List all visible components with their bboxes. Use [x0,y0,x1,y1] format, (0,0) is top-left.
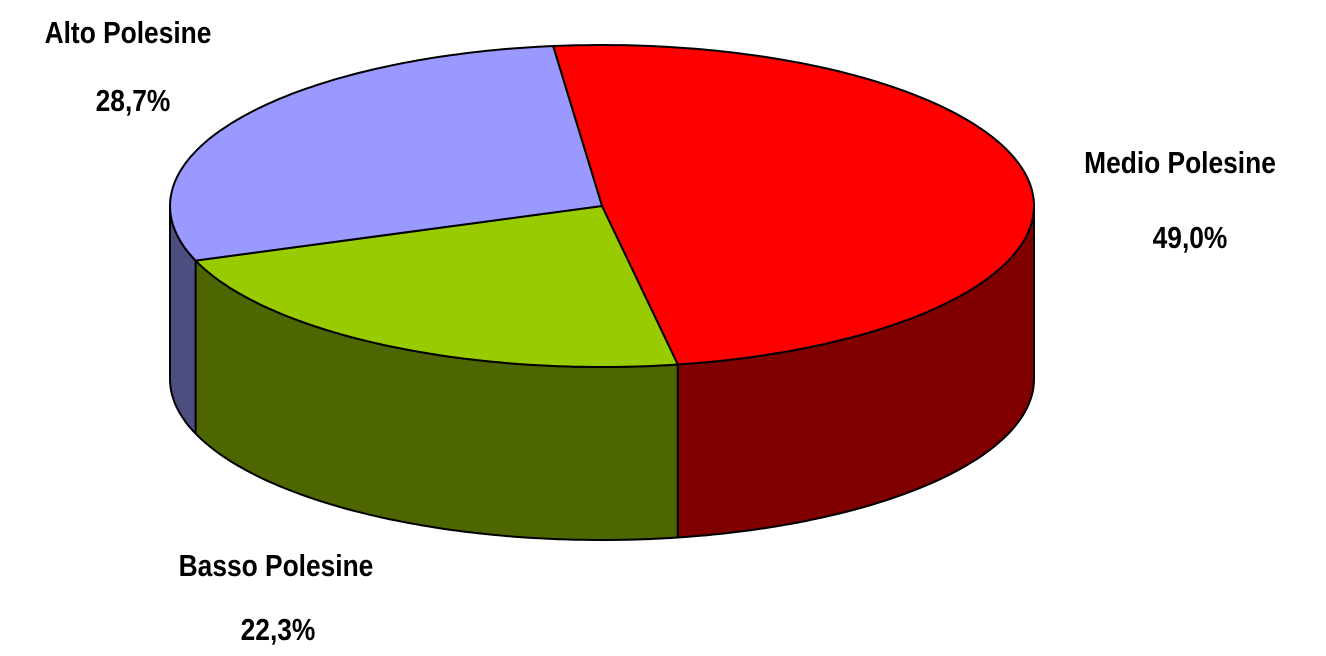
tops [169,44,1035,368]
category-label: Medio Polesine [1084,146,1276,180]
value-label: 22,3% [241,613,316,647]
value-label: 49,0% [1153,221,1228,255]
value-label: 28,7% [96,84,171,118]
slice [169,45,603,262]
sides [169,205,1035,541]
slice [552,44,1035,366]
category-label: Alto Polesine [45,16,212,50]
slice [194,205,679,368]
category-label: Basso Polesine [179,549,374,583]
